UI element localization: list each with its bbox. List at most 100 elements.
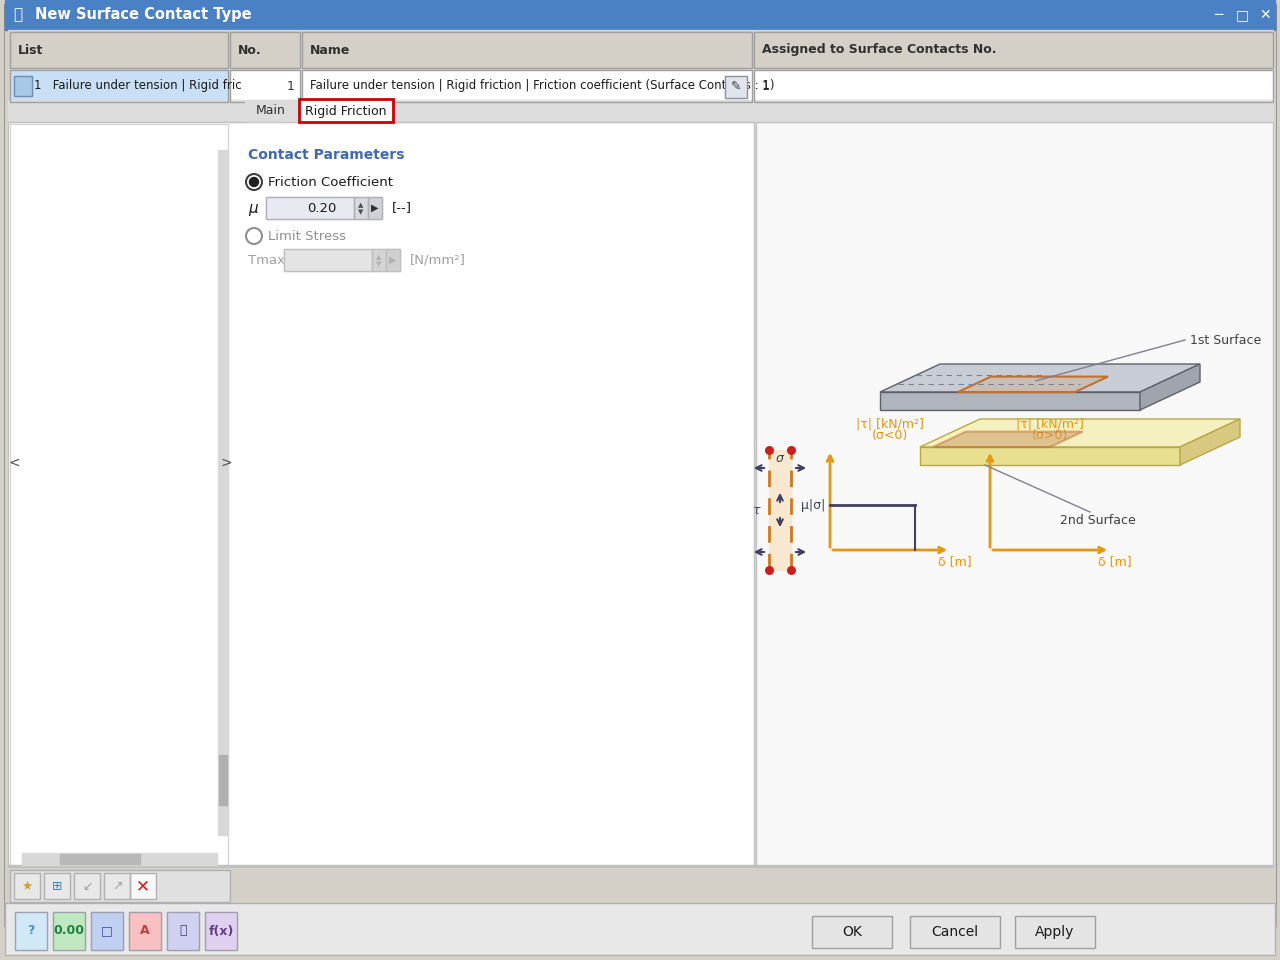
Bar <box>910 916 1000 948</box>
Text: 1: 1 <box>762 80 769 92</box>
Bar <box>44 873 70 899</box>
Text: >: > <box>220 455 232 469</box>
Text: [N/mm²]: [N/mm²] <box>410 253 466 267</box>
Bar <box>14 873 40 899</box>
Text: δ [m]: δ [m] <box>1098 556 1132 568</box>
Bar <box>10 32 228 68</box>
Polygon shape <box>881 364 1201 392</box>
Bar <box>10 870 230 902</box>
Bar <box>74 873 100 899</box>
Bar <box>44 873 70 899</box>
Bar <box>166 912 198 950</box>
Polygon shape <box>933 432 1083 447</box>
Text: ▼: ▼ <box>358 209 364 215</box>
Text: ✕: ✕ <box>1260 8 1271 22</box>
Bar <box>10 70 228 102</box>
Bar <box>15 912 47 950</box>
Bar <box>8 122 754 867</box>
Text: <: < <box>8 455 19 469</box>
Bar <box>5 903 1275 955</box>
Bar <box>10 124 228 865</box>
Text: 👁: 👁 <box>179 924 187 938</box>
Bar <box>300 99 393 122</box>
Bar <box>104 873 131 899</box>
Bar <box>1015 916 1094 948</box>
Text: ▶: ▶ <box>389 255 397 265</box>
Bar <box>166 912 198 950</box>
Bar <box>302 32 753 68</box>
Bar <box>129 912 161 950</box>
Text: □: □ <box>101 924 113 938</box>
Bar <box>266 197 355 219</box>
Bar <box>302 70 753 102</box>
Bar <box>5 0 1275 30</box>
Text: |τ| [kN/m²]: |τ| [kN/m²] <box>1016 417 1084 430</box>
Text: Apply: Apply <box>1036 925 1075 939</box>
Text: ✕: ✕ <box>136 877 150 895</box>
Bar <box>284 249 372 271</box>
Text: New Surface Contact Type: New Surface Contact Type <box>35 8 252 22</box>
Text: ⊞: ⊞ <box>51 879 63 893</box>
Text: (σ<0): (σ<0) <box>872 429 908 442</box>
Polygon shape <box>957 376 1108 392</box>
Bar <box>60 854 140 864</box>
Bar <box>8 122 754 867</box>
Bar <box>387 249 399 271</box>
Bar <box>8 100 1274 122</box>
Text: A: A <box>141 924 150 938</box>
Bar <box>15 912 47 950</box>
Text: □: □ <box>1235 8 1248 22</box>
Text: ★: ★ <box>22 879 32 893</box>
Text: ▲: ▲ <box>358 202 364 208</box>
Bar <box>230 32 300 68</box>
Bar <box>205 912 237 950</box>
Bar <box>230 70 300 102</box>
Bar <box>52 912 84 950</box>
Bar <box>14 76 32 96</box>
Bar <box>910 916 1000 948</box>
Bar <box>724 76 748 98</box>
Bar <box>754 32 1274 68</box>
Text: ─: ─ <box>1213 8 1222 22</box>
Text: ▼: ▼ <box>376 261 381 267</box>
Text: Failure under tension | Rigid friction | Friction coefficient (Surface Contacts : Failure under tension | Rigid friction |… <box>310 80 774 92</box>
Text: ↗: ↗ <box>111 879 123 893</box>
Polygon shape <box>1180 419 1240 465</box>
Text: 0.00: 0.00 <box>54 924 84 938</box>
Bar <box>205 912 237 950</box>
Text: 1   Failure under tension | Rigid fric: 1 Failure under tension | Rigid fric <box>35 80 242 92</box>
Text: Friction Coefficient: Friction Coefficient <box>268 176 393 188</box>
Bar <box>754 32 1274 68</box>
Bar <box>219 755 227 805</box>
Bar <box>754 70 1274 102</box>
Polygon shape <box>920 447 1180 465</box>
Bar <box>131 873 156 899</box>
Bar <box>8 865 1274 867</box>
Text: τ: τ <box>753 503 760 516</box>
Bar <box>387 249 399 271</box>
Bar <box>52 912 84 950</box>
Polygon shape <box>881 392 1140 410</box>
Text: f(x): f(x) <box>209 924 234 938</box>
Text: Name: Name <box>310 43 351 57</box>
Polygon shape <box>1140 364 1201 410</box>
Bar <box>355 197 369 219</box>
Bar <box>104 873 131 899</box>
Bar <box>218 150 228 835</box>
Bar <box>756 122 1274 867</box>
Circle shape <box>246 228 262 244</box>
Text: 0.20: 0.20 <box>307 202 335 214</box>
Bar <box>14 873 40 899</box>
Bar <box>724 76 748 98</box>
Bar <box>812 916 892 948</box>
Text: ?: ? <box>27 924 35 938</box>
Text: ✎: ✎ <box>731 80 741 92</box>
Bar <box>302 70 753 102</box>
Text: ▶: ▶ <box>371 203 379 213</box>
Bar <box>230 70 300 102</box>
Text: μ|σ|: μ|σ| <box>800 498 826 512</box>
Bar <box>91 912 123 950</box>
Text: μ: μ <box>248 201 257 215</box>
Text: List: List <box>18 43 44 57</box>
Bar <box>1015 916 1094 948</box>
